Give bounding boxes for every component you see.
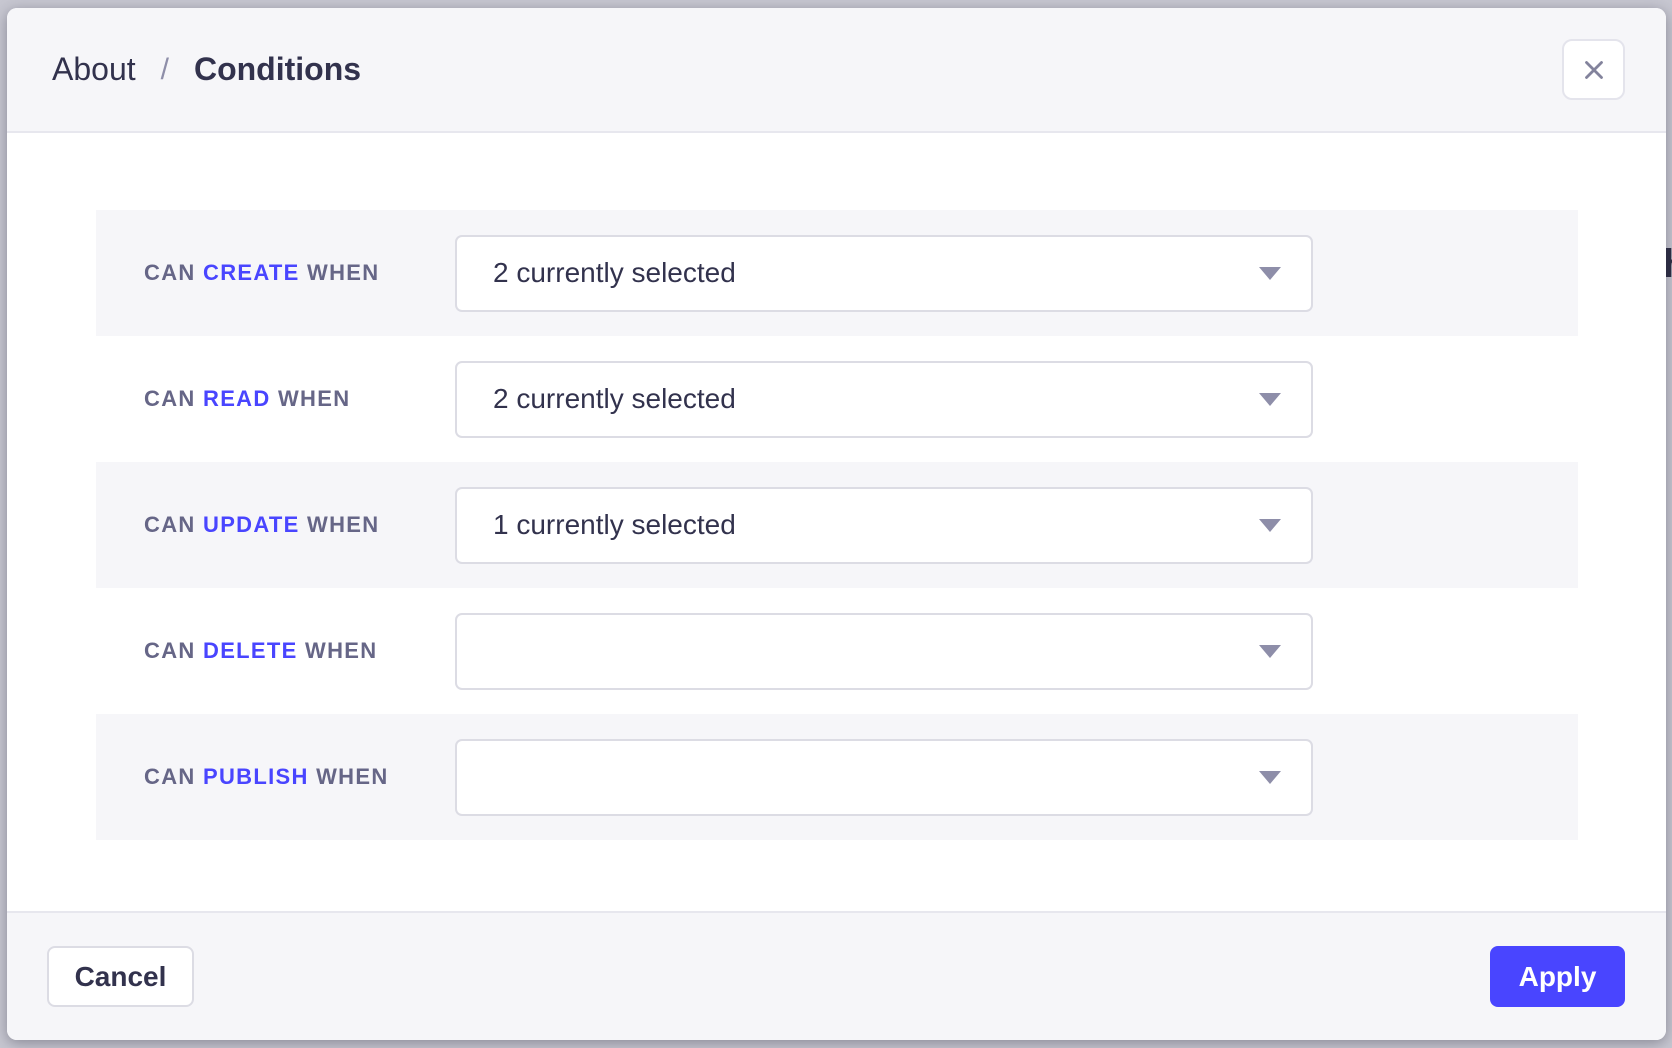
label-suffix: WHEN: [316, 764, 389, 789]
chevron-down-icon: [1259, 771, 1281, 784]
permission-rows: CAN CREATE WHEN 2 currently selected CAN…: [96, 210, 1578, 840]
label-prefix: CAN: [144, 386, 196, 411]
close-icon: [1582, 58, 1606, 82]
label-prefix: CAN: [144, 512, 196, 537]
permission-row-label: CAN PUBLISH WHEN: [144, 764, 455, 790]
permission-row-label: CAN UPDATE WHEN: [144, 512, 455, 538]
close-button[interactable]: [1562, 39, 1625, 100]
select-value: 1 currently selected: [493, 509, 736, 540]
breadcrumb-about[interactable]: About: [52, 51, 136, 87]
modal-body: CAN CREATE WHEN 2 currently selected CAN…: [7, 133, 1666, 911]
breadcrumb-separator: /: [160, 52, 169, 86]
label-prefix: CAN: [144, 638, 196, 663]
chevron-down-icon: [1259, 267, 1281, 280]
label-action: CREATE: [203, 260, 300, 285]
permission-row-publish: CAN PUBLISH WHEN: [96, 714, 1578, 840]
modal-header: About / Conditions: [7, 8, 1666, 133]
create-when-select[interactable]: 2 currently selected: [455, 234, 1313, 312]
label-suffix: WHEN: [307, 260, 380, 285]
chevron-down-icon: [1259, 393, 1281, 406]
read-when-select[interactable]: 2 currently selected: [455, 360, 1313, 438]
label-prefix: CAN: [144, 764, 196, 789]
label-suffix: WHEN: [277, 386, 351, 411]
cancel-button[interactable]: Cancel: [47, 946, 194, 1007]
permission-row-delete: CAN DELETE WHEN: [96, 588, 1578, 714]
permission-row-create: CAN CREATE WHEN 2 currently selected: [96, 210, 1578, 336]
chevron-down-icon: [1259, 645, 1281, 658]
label-prefix: CAN: [144, 260, 196, 285]
apply-button[interactable]: Apply: [1490, 946, 1625, 1007]
permission-row-label: CAN DELETE WHEN: [144, 638, 455, 664]
label-action: UPDATE: [203, 512, 300, 537]
breadcrumb-conditions: Conditions: [193, 51, 362, 87]
publish-when-select[interactable]: [455, 738, 1313, 816]
label-action: READ: [203, 386, 271, 411]
delete-when-select[interactable]: [455, 612, 1313, 690]
label-suffix: WHEN: [305, 638, 378, 663]
conditions-modal: About / Conditions CAN CREATE WHEN 2 cur…: [7, 8, 1666, 1040]
permission-row-update: CAN UPDATE WHEN 1 currently selected: [96, 462, 1578, 588]
permission-row-label: CAN READ WHEN: [144, 386, 455, 412]
modal-footer: Cancel Apply: [7, 911, 1666, 1040]
permission-row-read: CAN READ WHEN 2 currently selected: [96, 336, 1578, 462]
chevron-down-icon: [1259, 519, 1281, 532]
breadcrumb: About / Conditions: [52, 51, 361, 88]
permission-row-label: CAN CREATE WHEN: [144, 260, 455, 286]
background-clipped-text: h: [1663, 247, 1672, 283]
label-action: DELETE: [203, 638, 298, 663]
select-value: 2 currently selected: [493, 257, 736, 288]
update-when-select[interactable]: 1 currently selected: [455, 486, 1313, 564]
select-value: 2 currently selected: [493, 383, 736, 414]
label-action: PUBLISH: [203, 764, 309, 789]
label-suffix: WHEN: [307, 512, 380, 537]
